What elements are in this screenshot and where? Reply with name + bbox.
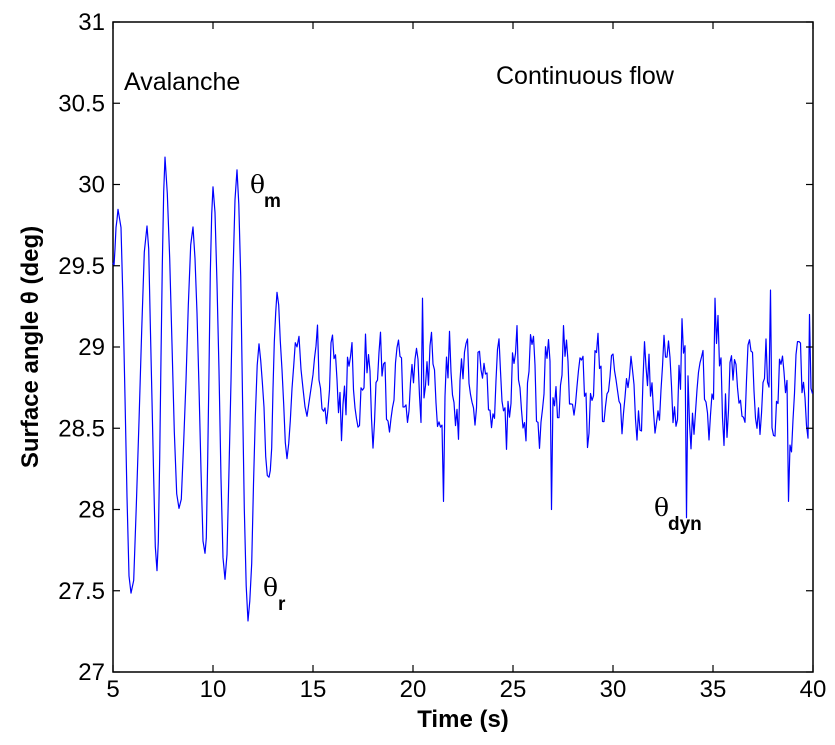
y-tick-label: 28.5 <box>58 415 105 442</box>
axis-ticks <box>112 21 814 673</box>
y-axis-label: Surface angle θ (deg) <box>17 226 44 468</box>
y-tick-label: 27.5 <box>58 578 105 605</box>
plot-frame <box>112 21 814 673</box>
theta-r-subscript: r <box>278 594 286 615</box>
x-tick-label: 15 <box>300 676 327 703</box>
y-tick-label: 29 <box>78 334 105 361</box>
x-tick-label: 25 <box>500 676 527 703</box>
theta-r-annotation: θ r <box>263 573 286 615</box>
theta-dyn-subscript: dyn <box>668 514 702 535</box>
x-tick-label: 35 <box>700 676 727 703</box>
x-tick-label: 40 <box>800 676 827 703</box>
theta-dyn-annotation: θ dyn <box>654 493 702 535</box>
x-tick-label: 5 <box>106 676 119 703</box>
y-tick-label: 31 <box>78 9 105 36</box>
y-tick-label: 27 <box>78 659 105 686</box>
theta-r-symbol: θ <box>263 573 278 602</box>
avalanche-label: Avalanche <box>124 68 240 96</box>
continuous-flow-label: Continuous flow <box>496 62 675 90</box>
x-tick-label: 20 <box>400 676 427 703</box>
y-tick-label: 29.5 <box>58 253 105 280</box>
x-axis-label: Time (s) <box>417 706 509 733</box>
y-tick-label: 30 <box>78 172 105 199</box>
x-tick-labels: 5 10 15 20 25 30 35 40 <box>106 676 826 703</box>
surface-angle-series-line <box>112 156 814 622</box>
y-tick-label: 28 <box>78 497 105 524</box>
x-tick-label: 30 <box>600 676 627 703</box>
x-tick-label: 10 <box>200 676 227 703</box>
y-tick-label: 30.5 <box>58 90 105 117</box>
theta-m-symbol: θ <box>250 170 265 199</box>
theta-m-annotation: θ m <box>250 170 281 212</box>
theta-m-subscript: m <box>264 191 281 212</box>
y-tick-labels: 27 27.5 28 28.5 29 29.5 30 30.5 31 <box>58 9 105 686</box>
theta-dyn-symbol: θ <box>654 493 669 522</box>
